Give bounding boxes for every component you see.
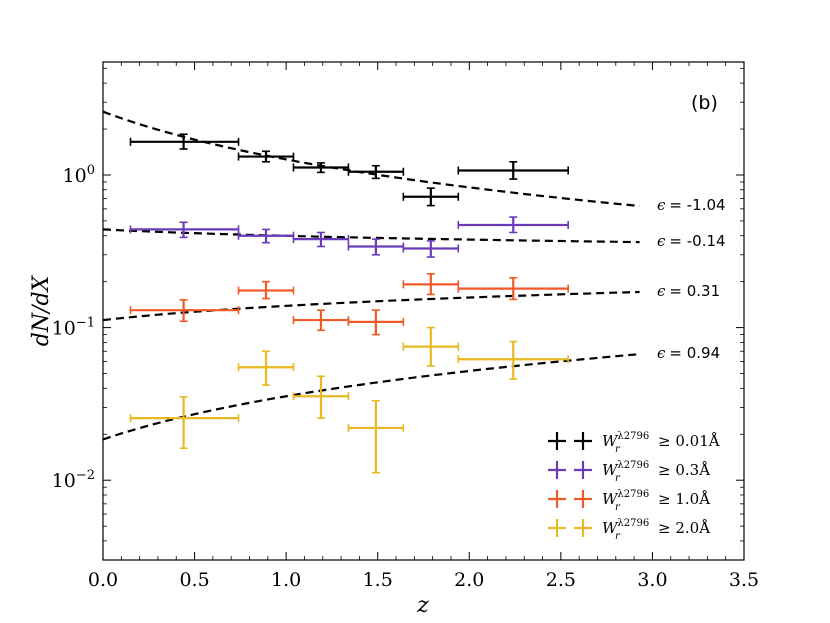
- y-tick-base: 10: [63, 165, 87, 187]
- data-series: [129, 133, 569, 474]
- data-point: [402, 187, 460, 207]
- data-point: [129, 299, 240, 323]
- data-point: [457, 276, 569, 301]
- y-tick-exp: 0: [87, 163, 95, 178]
- data-point: [457, 340, 569, 380]
- data-point: [402, 326, 460, 367]
- y-tick-exp: −1: [76, 316, 95, 331]
- legend-rel: ≥ 0.01Å: [658, 432, 720, 450]
- epsilon-symbol: ϵ: [657, 282, 666, 300]
- fit-curves: [102, 110, 640, 441]
- series-points: [129, 216, 569, 258]
- fit-curve: [102, 110, 640, 208]
- data-point: [457, 161, 569, 180]
- data-point: [292, 162, 350, 174]
- legend-sup: λ2796: [617, 518, 649, 529]
- legend-item: Wλ2796 r ≥ 0.01Å: [548, 431, 720, 455]
- epsilon-value: = -1.04: [669, 196, 725, 214]
- y-tick-base: 10: [52, 318, 76, 340]
- data-point: [402, 240, 460, 258]
- data-point: [347, 399, 405, 474]
- legend-W: W: [602, 519, 619, 537]
- data-point: [292, 375, 350, 419]
- y-tick-exp: −2: [76, 468, 95, 483]
- x-tick-label: 3.5: [729, 569, 759, 591]
- series-points: [129, 273, 569, 336]
- legend-rel: ≥ 1.0Å: [658, 490, 710, 508]
- legend: Wλ2796 r ≥ 0.01Å Wλ2796 r ≥ 0.3Å Wλ2796 r ≥ 1.0Å…: [548, 431, 720, 542]
- data-point: [237, 350, 295, 386]
- data-point: [347, 164, 405, 180]
- epsilon-labels: ϵ = -1.04ϵ = -0.14ϵ = 0.31ϵ = 0.94: [657, 196, 726, 362]
- x-tick-label: 2.0: [454, 569, 484, 591]
- epsilon-label: ϵ = -1.04: [657, 196, 726, 214]
- legend-label: Wλ2796 r ≥ 2.0Å: [602, 518, 710, 542]
- legend-label: Wλ2796 r ≥ 0.01Å: [602, 431, 720, 455]
- epsilon-label: ϵ = 0.94: [657, 344, 720, 362]
- legend-W: W: [602, 490, 619, 508]
- y-axis-label: dN/dX: [29, 274, 54, 346]
- data-point: [347, 238, 405, 256]
- data-point: [237, 228, 295, 244]
- legend-sub: r: [615, 502, 621, 513]
- series-points: [129, 133, 569, 207]
- fit-curve: [102, 353, 640, 441]
- legend-rel: ≥ 2.0Å: [658, 519, 710, 537]
- data-point: [292, 309, 350, 332]
- y-tick-label: 10−1: [52, 316, 95, 340]
- x-tick-label: 3.0: [637, 569, 667, 591]
- legend-item: Wλ2796 r ≥ 2.0Å: [548, 518, 710, 542]
- x-tick-label: 1.5: [363, 569, 393, 591]
- epsilon-label: ϵ = -0.14: [657, 232, 726, 250]
- epsilon-value: = -0.14: [669, 232, 725, 250]
- legend-rel: ≥ 0.3Å: [658, 461, 710, 479]
- data-point: [237, 280, 295, 300]
- data-point: [129, 133, 240, 150]
- legend-label: Wλ2796 r ≥ 1.0Å: [602, 489, 710, 513]
- epsilon-symbol: ϵ: [657, 344, 666, 362]
- legend-label: Wλ2796 r ≥ 0.3Å: [602, 460, 710, 484]
- data-point: [457, 216, 569, 234]
- legend-sup: λ2796: [617, 489, 649, 500]
- data-point: [347, 309, 405, 336]
- legend-item: Wλ2796 r ≥ 0.3Å: [548, 460, 710, 484]
- plot-frame: [102, 61, 745, 561]
- epsilon-value: = 0.94: [669, 344, 720, 362]
- legend-sup: λ2796: [617, 431, 649, 442]
- epsilon-label: ϵ = 0.31: [657, 282, 720, 300]
- epsilon-value: = 0.31: [669, 282, 720, 300]
- legend-sub: r: [615, 444, 621, 455]
- legend-sup: λ2796: [617, 460, 649, 471]
- x-tick-label: 0.5: [179, 569, 209, 591]
- data-point: [237, 150, 295, 163]
- data-point: [292, 231, 350, 248]
- epsilon-symbol: ϵ: [657, 196, 666, 214]
- series-points: [129, 326, 569, 474]
- legend-sub: r: [615, 473, 621, 484]
- x-tick-label: 2.5: [546, 569, 576, 591]
- data-point: [402, 273, 460, 296]
- fit-curve: [102, 228, 640, 244]
- y-tick-base: 10: [52, 470, 76, 492]
- y-tick-label: 100: [63, 163, 95, 187]
- x-tick-label: 0.0: [88, 569, 118, 591]
- y-tick-label: 10−2: [52, 468, 95, 492]
- legend-sub: r: [615, 531, 621, 542]
- legend-W: W: [602, 461, 619, 479]
- x-axis-label: z: [416, 593, 429, 618]
- data-point: [129, 395, 240, 450]
- x-tick-label: 1.0: [271, 569, 301, 591]
- legend-W: W: [602, 432, 619, 450]
- legend-item: Wλ2796 r ≥ 1.0Å: [548, 489, 710, 513]
- epsilon-symbol: ϵ: [657, 232, 666, 250]
- panel-label: (b): [691, 92, 718, 114]
- fit-curve: [102, 290, 640, 322]
